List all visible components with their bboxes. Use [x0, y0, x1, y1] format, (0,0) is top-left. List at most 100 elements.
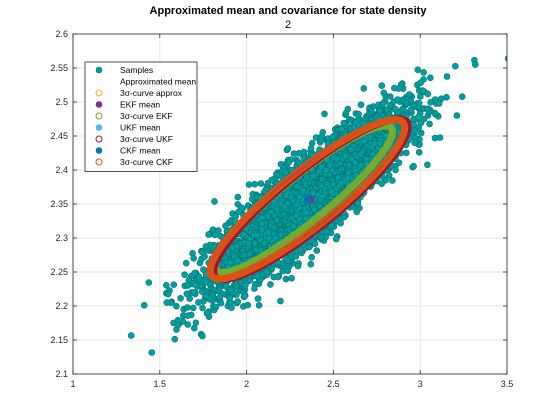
- sample-point: [255, 301, 263, 309]
- sample-point: [284, 145, 292, 152]
- sample-point: [369, 150, 377, 158]
- sample-point: [257, 180, 265, 187]
- sample-point: [181, 271, 188, 279]
- sample-point: [241, 292, 249, 300]
- sample-point: [242, 281, 249, 289]
- sample-point: [163, 299, 171, 306]
- sample-point: [293, 183, 300, 190]
- sample-point: [195, 299, 202, 306]
- sample-point: [217, 299, 225, 307]
- sample-point: [233, 242, 241, 249]
- sample-point: [251, 285, 258, 292]
- sample-point: [190, 254, 197, 262]
- sample-point: [174, 321, 182, 329]
- sample-point: [182, 259, 190, 267]
- sample-point: [288, 274, 295, 282]
- sample-point: [191, 324, 198, 332]
- sample-point: [272, 234, 279, 242]
- sample-point: [209, 226, 217, 233]
- sample-point: [414, 66, 422, 74]
- sample-point: [321, 110, 328, 118]
- sample-point: [173, 302, 180, 310]
- sample-point: [226, 294, 234, 302]
- sample-point: [311, 206, 318, 213]
- sample-point: [282, 275, 290, 283]
- sample-point: [399, 105, 406, 113]
- sample-point: [205, 231, 212, 238]
- sample-point: [378, 180, 386, 187]
- sample-point: [273, 205, 281, 213]
- sample-point: [415, 100, 423, 107]
- sample-point: [355, 110, 362, 118]
- sample-point: [186, 295, 193, 302]
- sample-point: [170, 281, 178, 289]
- sample-point: [337, 219, 344, 227]
- sample-point: [340, 119, 348, 127]
- sample-point: [227, 286, 234, 294]
- sample-point: [211, 198, 218, 205]
- sample-point: [190, 289, 198, 296]
- sample-point: [251, 239, 259, 247]
- sample-point: [274, 273, 282, 281]
- sample-point: [199, 304, 206, 312]
- sample-point: [267, 281, 274, 288]
- sample-point: [171, 335, 179, 343]
- sample-point: [290, 223, 297, 230]
- sample-point: [258, 226, 266, 234]
- sample-point: [232, 282, 240, 289]
- sample-point: [419, 87, 427, 94]
- sample-point: [368, 108, 375, 115]
- sample-point: [414, 113, 422, 121]
- sample-point: [185, 276, 193, 284]
- sample-point: [443, 73, 451, 80]
- sample-point: [378, 82, 386, 89]
- sample-point: [307, 145, 315, 152]
- sample-point: [192, 319, 200, 327]
- sample-point: [148, 349, 156, 356]
- sample-point: [284, 257, 292, 265]
- sample-point: [183, 290, 191, 298]
- sample-point: [297, 246, 305, 253]
- sample-point: [252, 246, 260, 254]
- sample-point: [385, 172, 393, 179]
- sample-point: [264, 229, 272, 236]
- sample-point: [303, 209, 310, 217]
- sample-point: [458, 93, 466, 100]
- sample-point: [202, 278, 210, 286]
- sample-point: [245, 239, 252, 247]
- sample-point: [329, 180, 337, 188]
- sample-point: [380, 99, 387, 107]
- chart-title: Approximated mean and covariance for sta…: [150, 5, 428, 17]
- sample-point: [323, 180, 331, 188]
- sample-point: [177, 294, 184, 302]
- sample-point: [417, 79, 425, 86]
- sample-point: [245, 181, 253, 188]
- sample-point: [244, 301, 252, 309]
- sample-point: [360, 85, 368, 92]
- sample-point: [361, 137, 368, 145]
- sample-point: [305, 243, 313, 251]
- sample-point: [347, 146, 355, 153]
- sample-point: [344, 169, 352, 177]
- sample-point: [241, 251, 248, 259]
- sample-point: [338, 125, 345, 133]
- sample-point: [402, 100, 410, 107]
- sample-point: [309, 172, 317, 180]
- sample-point: [415, 149, 423, 156]
- sample-point: [203, 309, 211, 317]
- sample-point: [345, 161, 353, 169]
- sample-point: [228, 304, 235, 312]
- sample-point: [380, 89, 388, 97]
- sample-point: [313, 247, 321, 254]
- sample-point: [411, 127, 419, 134]
- sample-point: [285, 158, 293, 166]
- sample-point: [190, 304, 197, 312]
- sample-point: [307, 260, 315, 268]
- sample-point: [199, 249, 206, 256]
- sample-point: [191, 269, 198, 277]
- sample-point: [402, 149, 410, 157]
- sample-point: [239, 231, 247, 238]
- sample-point: [184, 312, 192, 320]
